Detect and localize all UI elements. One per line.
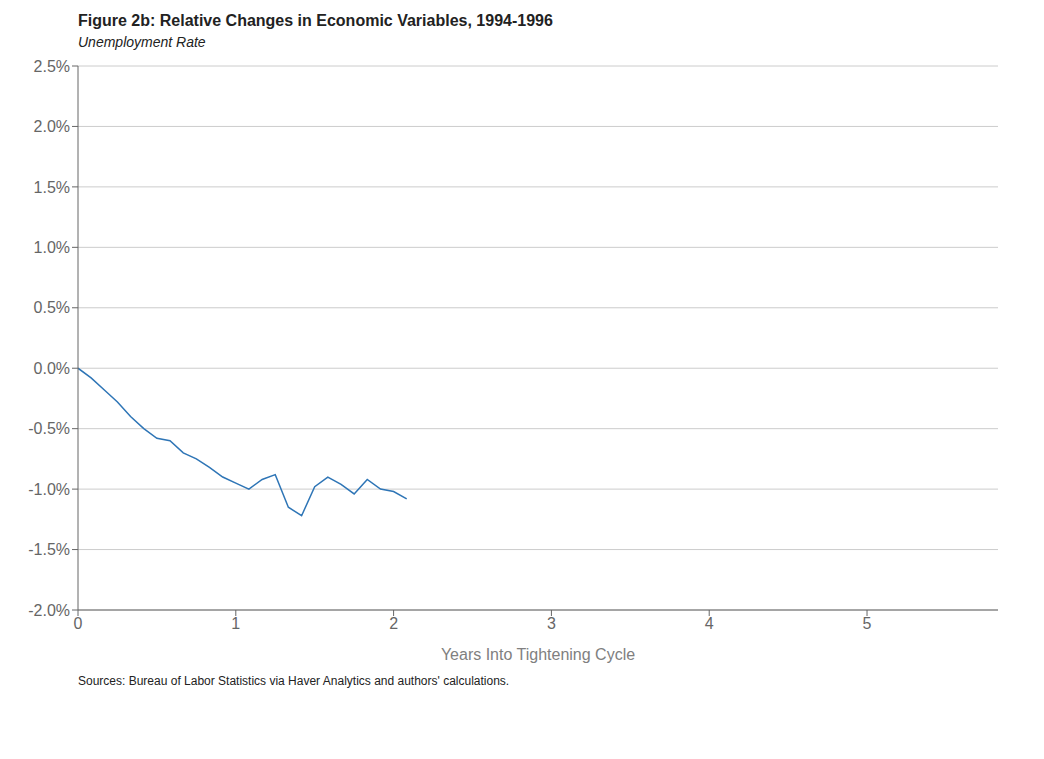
html-text:Sources: Bureau of Labor Stati: Sources: Bureau of Labor Statistics via …	[78, 674, 510, 688]
svg-text:-0.5%: -0.5%	[28, 420, 70, 437]
svg-text:5: 5	[863, 615, 872, 632]
svg-text:1: 1	[231, 615, 240, 632]
svg-text:0.0%: 0.0%	[34, 360, 70, 377]
svg-text:3: 3	[547, 615, 556, 632]
svg-text:1.5%: 1.5%	[34, 179, 70, 196]
html-text:Unemployment Rate: Unemployment Rate	[78, 34, 206, 50]
svg-text:1.0%: 1.0%	[34, 239, 70, 256]
html-text:Figure 2b: Relative Changes in: Figure 2b: Relative Changes in Economic …	[78, 12, 553, 29]
svg-text:4: 4	[705, 615, 714, 632]
svg-text:2.0%: 2.0%	[34, 118, 70, 135]
svg-text:Years Into Tightening Cycle: Years Into Tightening Cycle	[441, 646, 635, 663]
svg-text:2: 2	[389, 615, 398, 632]
svg-text:-1.5%: -1.5%	[28, 541, 70, 558]
svg-text:-1.0%: -1.0%	[28, 481, 70, 498]
svg-text:-2.0%: -2.0%	[28, 602, 70, 619]
svg-text:0: 0	[74, 615, 83, 632]
svg-text:0.5%: 0.5%	[34, 299, 70, 316]
svg-text:2.5%: 2.5%	[34, 58, 70, 75]
